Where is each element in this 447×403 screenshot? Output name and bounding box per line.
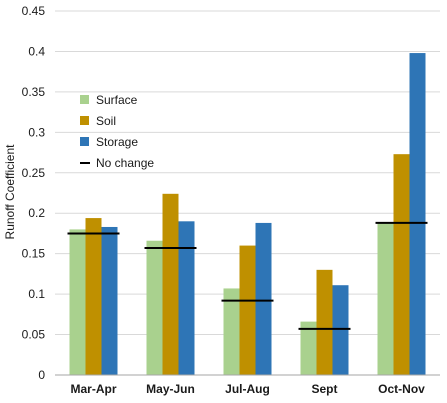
- y-tick-label: 0.45: [22, 4, 46, 18]
- x-tick-label: Jul-Aug: [225, 382, 270, 396]
- y-tick-label: 0.25: [22, 166, 46, 180]
- bar-soil-may-jun: [162, 193, 179, 375]
- bar-soil-jul-aug: [239, 245, 256, 375]
- y-tick-label: 0.3: [28, 125, 45, 139]
- bar-storage-may-jun: [178, 221, 195, 375]
- no-change-lines: [67, 221, 428, 330]
- bar-storage-sept: [332, 285, 349, 375]
- bar-soil-oct-nov: [393, 154, 410, 375]
- legend: Surface Soil Storage No change: [80, 93, 154, 170]
- bar-storage-oct-nov: [409, 53, 426, 375]
- legend-swatch-storage: [80, 137, 89, 146]
- legend-label-storage: Storage: [96, 135, 138, 149]
- y-tick-label: 0.35: [22, 85, 46, 99]
- x-tick-label: Oct-Nov: [378, 382, 425, 396]
- legend-label-no-change: No change: [96, 156, 154, 170]
- bar-soil-mar-apr: [85, 218, 102, 375]
- x-tick-label: May-Jun: [146, 382, 195, 396]
- legend-label-soil: Soil: [96, 114, 116, 128]
- y-tick-label: 0.4: [28, 44, 45, 58]
- y-tick-labels: 0 0.05 0.1 0.15 0.2 0.25 0.3 0.35 0.4 0.45: [22, 4, 46, 382]
- y-tick-label: 0.15: [22, 247, 46, 261]
- bar-surface-mar-apr: [69, 229, 86, 375]
- bar-storage-mar-apr: [101, 226, 118, 375]
- bar-surface-sept: [300, 321, 317, 375]
- bar-surface-may-jun: [146, 240, 163, 375]
- legend-label-surface: Surface: [96, 93, 138, 107]
- x-tick-labels: Mar-Apr May-Jun Jul-Aug Sept Oct-Nov: [70, 382, 425, 396]
- y-tick-label: 0.05: [22, 328, 46, 342]
- x-tick-label: Mar-Apr: [70, 382, 116, 396]
- legend-swatch-soil: [80, 116, 89, 125]
- bar-surface-jul-aug: [223, 288, 240, 375]
- legend-swatch-surface: [80, 95, 89, 104]
- bar-surface-oct-nov: [377, 222, 394, 375]
- bars: [69, 53, 426, 375]
- bar-storage-jul-aug: [255, 222, 272, 375]
- y-axis-label: Runoff Coefficient: [3, 144, 17, 240]
- x-tick-label: Sept: [311, 382, 337, 396]
- y-tick-label: 0: [38, 368, 45, 382]
- bar-soil-sept: [316, 269, 333, 375]
- y-tick-label: 0.2: [28, 206, 45, 220]
- gridlines: [55, 10, 440, 336]
- y-tick-label: 0.1: [28, 287, 45, 301]
